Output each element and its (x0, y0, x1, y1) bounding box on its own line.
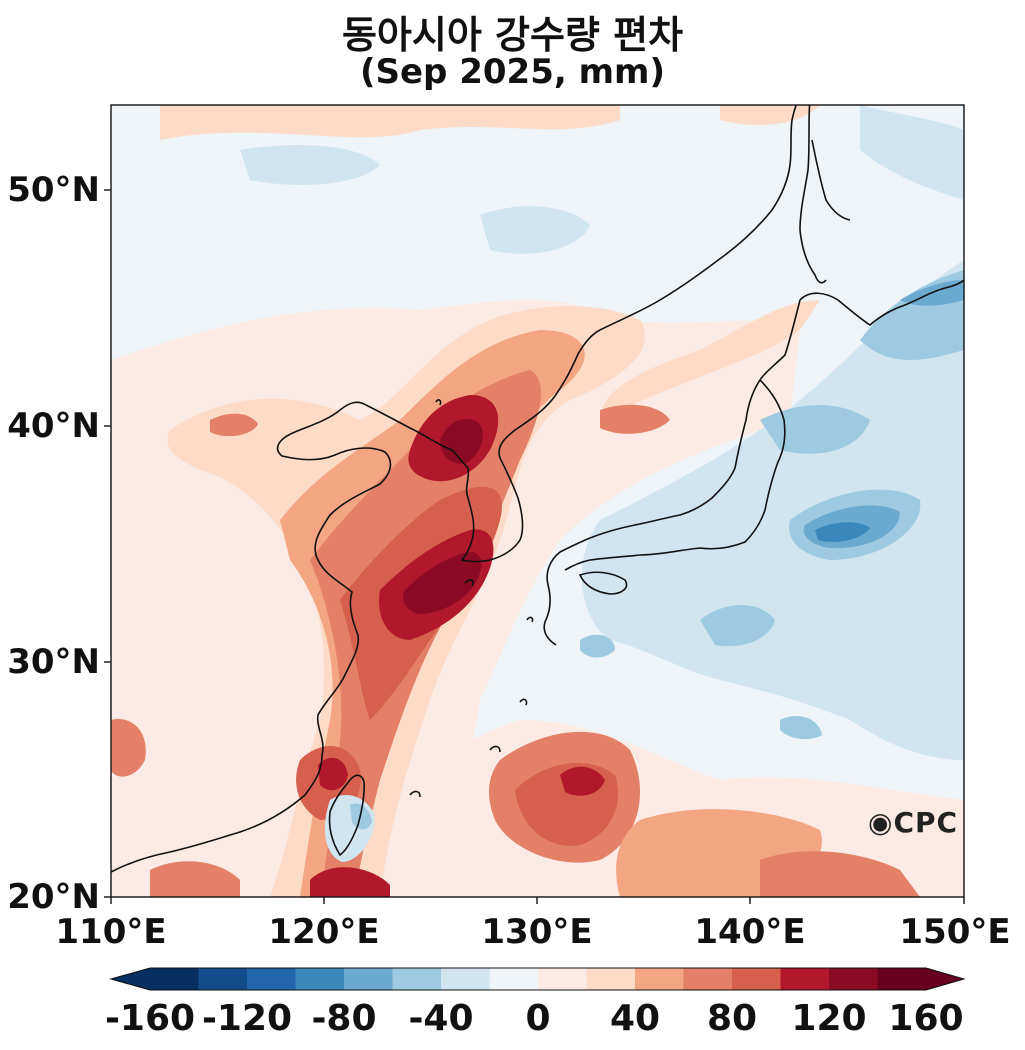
colorbar-tick-label: -120 (201, 998, 293, 1039)
colorbar-tick-label: -80 (311, 998, 377, 1039)
colorbar-segment (586, 968, 636, 990)
colorbar-segment (295, 968, 345, 990)
x-tick-label: 150°E (899, 912, 1011, 952)
colorbar-segment (489, 968, 539, 990)
map-title: 동아시아 강수량 편차 (341, 13, 684, 57)
colorbar-segment (344, 968, 393, 990)
colorbar-segment (247, 968, 296, 990)
colorbar-tick-label: 120 (791, 998, 867, 1039)
y-tick-label: 50°N (7, 170, 100, 210)
colorbar-segment (683, 968, 733, 990)
logo-mark-icon: ◉ (868, 806, 894, 839)
colorbar-tick-label: 80 (706, 998, 758, 1039)
x-tick-label: 140°E (694, 912, 806, 952)
cpc-logo: ◉CPC (868, 806, 958, 839)
x-tick-label: 110°E (55, 912, 167, 952)
x-tick-label: 130°E (481, 912, 593, 952)
colorbar (109, 967, 966, 991)
y-tick-label: 20°N (7, 877, 100, 917)
colorbar-extend-right (926, 968, 964, 990)
axis-ticks (104, 189, 965, 904)
y-tick-label: 40°N (7, 406, 100, 446)
logo-text: CPC (893, 806, 959, 839)
colorbar-outline (109, 967, 966, 991)
colorbar-tick-label: -40 (408, 998, 474, 1039)
colorbar-segment (829, 968, 878, 990)
colorbar-segment (732, 968, 781, 990)
colorbar-segment (877, 968, 927, 990)
colorbar-segment (392, 968, 442, 990)
colorbar-segment (150, 968, 199, 990)
colorbar-tick-label: -160 (104, 998, 196, 1039)
coastlines (111, 105, 964, 873)
colorbar-tick-label: 0 (525, 998, 551, 1039)
y-tick-label: 30°N (7, 642, 100, 682)
colorbar-extend-left (111, 968, 150, 990)
map-subtitle: (Sep 2025, mm) (359, 52, 666, 92)
colorbar-segment (538, 968, 587, 990)
colorbar-segment (635, 968, 684, 990)
colorbar-segment (198, 968, 248, 990)
x-tick-label: 120°E (268, 912, 380, 952)
colorbar-segment (780, 968, 830, 990)
colorbar-segment (441, 968, 490, 990)
colorbar-tick-label: 40 (609, 998, 661, 1039)
anomaly-field (111, 105, 964, 897)
colorbar-tick-label: 160 (888, 998, 964, 1039)
